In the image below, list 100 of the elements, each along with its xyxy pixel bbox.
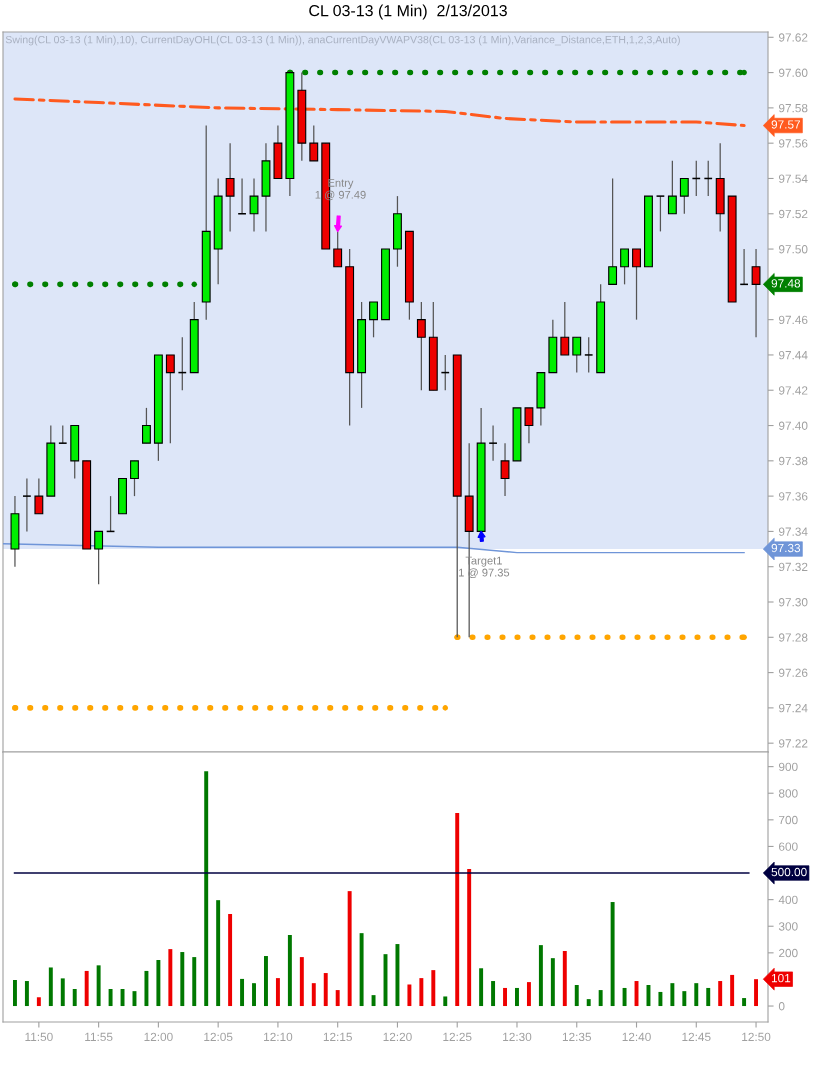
candlestick xyxy=(22,477,32,533)
bar xyxy=(526,982,531,1007)
x-tick-label: 11:55 xyxy=(85,1032,113,1042)
bar xyxy=(682,991,687,1007)
y-tick-label: 97.26 xyxy=(778,668,808,677)
bar xyxy=(72,989,77,1007)
x-tick-label: 12:30 xyxy=(503,1032,532,1042)
candlestick xyxy=(655,195,666,233)
bar xyxy=(24,981,29,1007)
candlestick xyxy=(225,142,235,233)
y-tick-label: 900 xyxy=(778,762,798,772)
y-tick-label: 200 xyxy=(779,948,798,958)
bar xyxy=(216,900,221,1007)
x-tick-label: 12:45 xyxy=(682,1032,711,1042)
y-tick-label: 97.44 xyxy=(778,350,808,360)
bar xyxy=(431,970,436,1007)
bar xyxy=(60,978,65,1007)
x-tick-label: 11:50 xyxy=(25,1032,53,1042)
bar xyxy=(359,933,364,1007)
y-tick-label: 97.52 xyxy=(778,209,808,219)
y-tick-label: 700 xyxy=(779,815,798,825)
bar xyxy=(586,999,591,1007)
point xyxy=(442,705,449,711)
bar xyxy=(156,960,161,1007)
candlestick xyxy=(165,354,175,444)
bar xyxy=(335,990,340,1007)
bar xyxy=(96,965,101,1007)
bar xyxy=(371,995,376,1007)
bar xyxy=(228,914,233,1007)
bar xyxy=(670,983,675,1007)
bar xyxy=(192,957,197,1007)
annotation: 101 xyxy=(771,973,791,983)
candlestick xyxy=(620,248,630,285)
bar xyxy=(419,978,424,1007)
x-tick-label: 12:25 xyxy=(443,1032,472,1042)
candlestick xyxy=(416,301,426,391)
y-tick-label: 97.38 xyxy=(778,456,808,466)
candlestick xyxy=(249,177,259,233)
bar xyxy=(706,987,711,1007)
y-tick-label: 97.32 xyxy=(778,562,808,572)
bar xyxy=(275,978,280,1007)
bar xyxy=(730,974,735,1007)
y-tick-label: 97.22 xyxy=(778,739,808,748)
bar xyxy=(144,970,149,1007)
y-tick-label: 97.58 xyxy=(778,103,808,113)
bar xyxy=(323,973,328,1007)
point xyxy=(12,705,18,711)
bar xyxy=(264,956,268,1007)
candlestick xyxy=(572,336,582,374)
bar xyxy=(252,983,256,1007)
x-tick-label: 12:15 xyxy=(323,1032,352,1042)
bar xyxy=(718,981,723,1007)
bar xyxy=(455,812,460,1007)
bar xyxy=(646,985,651,1007)
x-tick-label: 12:10 xyxy=(264,1032,293,1042)
y-tick-label: 400 xyxy=(778,895,798,905)
bar xyxy=(120,989,125,1007)
bar xyxy=(395,944,400,1007)
y-tick-label: 97.36 xyxy=(778,492,808,501)
x-tick-label: 12:00 xyxy=(144,1032,173,1042)
bar xyxy=(550,958,555,1007)
y-tick-label: 0 xyxy=(778,1002,785,1011)
point xyxy=(12,281,18,288)
bar xyxy=(467,869,472,1007)
x-tick-label: 12:20 xyxy=(383,1032,412,1042)
candlestick xyxy=(560,301,570,356)
bar xyxy=(538,945,543,1007)
bar xyxy=(622,987,627,1007)
candlestick xyxy=(34,477,44,515)
y-tick-label: 97.46 xyxy=(778,315,808,325)
y-tick-label: 600 xyxy=(779,842,798,851)
bar xyxy=(48,967,53,1007)
bar xyxy=(168,949,173,1007)
candlestick xyxy=(369,301,378,338)
candlestick xyxy=(632,248,641,321)
y-tick-label: 97.40 xyxy=(778,421,808,430)
y-tick-label: 97.24 xyxy=(778,703,808,713)
bar xyxy=(407,984,412,1007)
point xyxy=(741,634,747,641)
y-tick-label: 97.50 xyxy=(778,245,808,254)
point xyxy=(191,281,198,288)
bar xyxy=(108,989,113,1007)
annotation: 97.33 xyxy=(771,543,801,553)
bar xyxy=(311,983,316,1007)
x-tick-label: 12:05 xyxy=(204,1032,233,1042)
bar xyxy=(754,979,759,1007)
y-tick-label: 800 xyxy=(778,789,798,798)
y-tick-label: 97.54 xyxy=(778,174,808,183)
bar xyxy=(598,990,603,1007)
bar xyxy=(515,987,519,1007)
x-tick-label: 12:35 xyxy=(562,1032,592,1042)
bar xyxy=(658,991,663,1007)
annotation: 97.48 xyxy=(771,279,801,288)
bar xyxy=(742,998,747,1007)
candlestick xyxy=(488,424,498,462)
y-tick-label: 97.28 xyxy=(778,633,808,642)
bar xyxy=(36,997,41,1007)
y-tick-label: 97.56 xyxy=(778,139,808,148)
candlestick xyxy=(608,177,618,285)
bar xyxy=(180,952,185,1007)
